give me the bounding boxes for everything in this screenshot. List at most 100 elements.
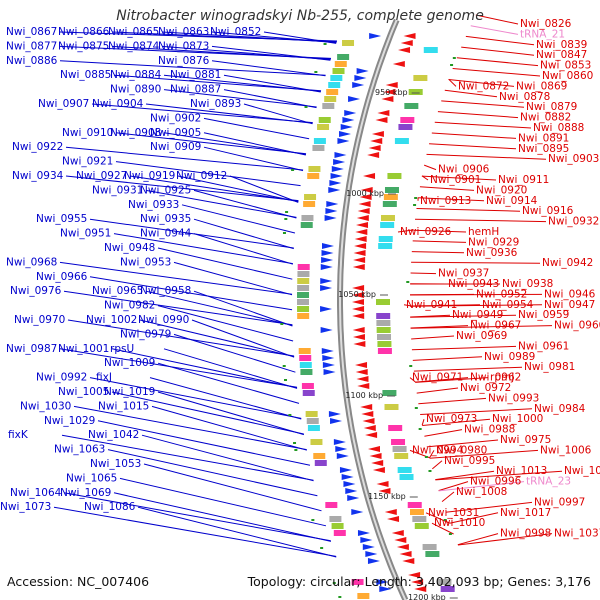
green-marker [418,428,422,430]
green-marker [288,414,292,416]
reverse-connector [420,408,533,415]
forward-gene-arrow [379,586,392,592]
reverse-connector [431,132,517,139]
gene-label-reverse: Nwi_1031 [428,507,479,519]
green-marker [282,365,286,367]
gene-label-forward: Nwi_1009 [104,357,155,369]
gene-label-reverse: Nwi_0954 [482,299,534,311]
reverse-gene-arrow [356,376,369,382]
gene-label-reverse: Nwi_0901 [430,174,481,186]
forward-gene-arrow [369,33,382,39]
gene-label-reverse: Nwi_0938 [502,278,553,290]
reverse-connector [431,522,454,535]
forward-gene-arrow [343,481,356,487]
gene-label-reverse: Nwi_0926 [400,226,452,238]
green-marker [284,379,288,381]
feature-block-left [325,502,338,508]
forward-connector [91,103,313,124]
gene-label-forward: Nwi_1073 [0,501,51,513]
gene-label-forward: Nwi_0910 [62,127,113,139]
gene-label-forward: Nwi_0992 [36,372,87,384]
reverse-connector [419,186,475,191]
gene-label-forward: Nwi_1086 [84,501,136,513]
forward-connector [229,175,299,203]
reverse-gene-arrow [352,264,365,270]
reverse-connector [426,439,499,448]
gene-label-reverse: Nwi_0929 [468,236,519,248]
feature-block-right [404,103,419,109]
reverse-gene-arrow [371,460,384,466]
forward-connector [157,362,300,404]
forward-connector [53,506,337,557]
forward-connector [203,117,310,140]
green-marker [448,533,452,535]
green-marker [320,547,324,549]
gene-label-reverse: Nwi_0969 [456,330,507,342]
feature-block-left [317,124,330,130]
forward-gene-arrow [365,551,378,557]
gene-label-forward: Nwi_0909 [150,141,201,153]
green-marker [332,582,336,584]
gene-label-reverse: Nwi_1013 [496,465,547,477]
reverse-connector [418,197,485,202]
gene-label-forward: rpsU [110,343,134,355]
reverse-connector [421,419,425,426]
feature-block-right [384,404,399,410]
feature-block-left [300,369,313,375]
reverse-connector [449,512,499,524]
forward-gene-arrow [357,530,370,536]
gene-label-forward: Nwi_1002 [86,314,137,326]
gene-label-reverse: Nwi_0988 [464,424,515,436]
gene-label-forward: Nwi_0905 [150,127,201,139]
reverse-gene-arrow [402,558,415,564]
gene-label-reverse: Nwi_0960 [554,320,600,332]
feature-block-right [440,586,455,592]
green-marker [291,169,295,171]
kbp-scale: 950 kbp 1000 kbp 1050 kbp 1100 kbp 1150 kbp 1… [338,88,458,600]
reverse-connector [410,314,517,318]
gene-label-reverse: Nwi_1007 [564,465,600,477]
gene-label-forward: Nwi_0875 [58,40,109,52]
green-marker [282,232,286,234]
reverse-connector [444,89,498,98]
reverse-gene-arrow [378,488,391,494]
gene-label-forward: Nwi_0934 [12,170,64,182]
gene-label-reverse: Nwi_0998 [500,528,551,540]
scale-label: 1200 kbp [408,593,446,600]
gene-label-reverse: Nwi_0973 [426,413,477,425]
green-marker [314,71,318,73]
reverse-connector [403,304,411,307]
gene-label-forward: Nwi_0874 [108,40,160,52]
scale-label: 1100 kbp [345,391,383,400]
gene-label-forward: Nwi_0944 [140,228,192,240]
gene-label-forward: Nwi_0876 [158,55,210,67]
reverse-gene-arrow [352,299,365,305]
forward-gene-arrow [335,446,348,452]
gene-label-reverse: Nwi_0994 [412,444,464,456]
forward-gene-arrow [333,159,346,165]
forward-gene-arrow [339,467,352,473]
feature-block-left [297,313,310,319]
gene-label-forward: fixJ [96,372,112,384]
feature-block-left [332,68,345,74]
reverse-gene-arrow [353,341,366,347]
gene-label-forward: Nwi_0886 [6,55,58,67]
reverse-gene-arrow [383,89,396,95]
forward-connector [151,405,307,451]
gene-label-forward: Nwi_0852 [210,26,261,38]
reverse-gene-arrow [352,285,365,291]
gene-label-reverse: Nwi_1008 [456,486,507,498]
feature-block-left [297,285,310,291]
gene-label-forward: Nwi_0904 [92,98,144,110]
gene-label-forward: Nwi_0873 [158,40,209,52]
gene-label-reverse: Nwi_0906 [438,164,490,176]
green-marker [424,456,428,458]
feature-block-left [331,523,344,529]
gene-label-forward: Nwi_1042 [88,429,139,441]
gene-label-forward: Nwi_1001 [58,343,109,355]
forward-connector [173,333,296,373]
gene-feature-tracks [280,33,456,599]
reverse-connector [457,533,499,546]
gene-label-reverse: hemH [468,226,499,238]
gene-label-reverse: Nwi_0839 [536,39,587,51]
